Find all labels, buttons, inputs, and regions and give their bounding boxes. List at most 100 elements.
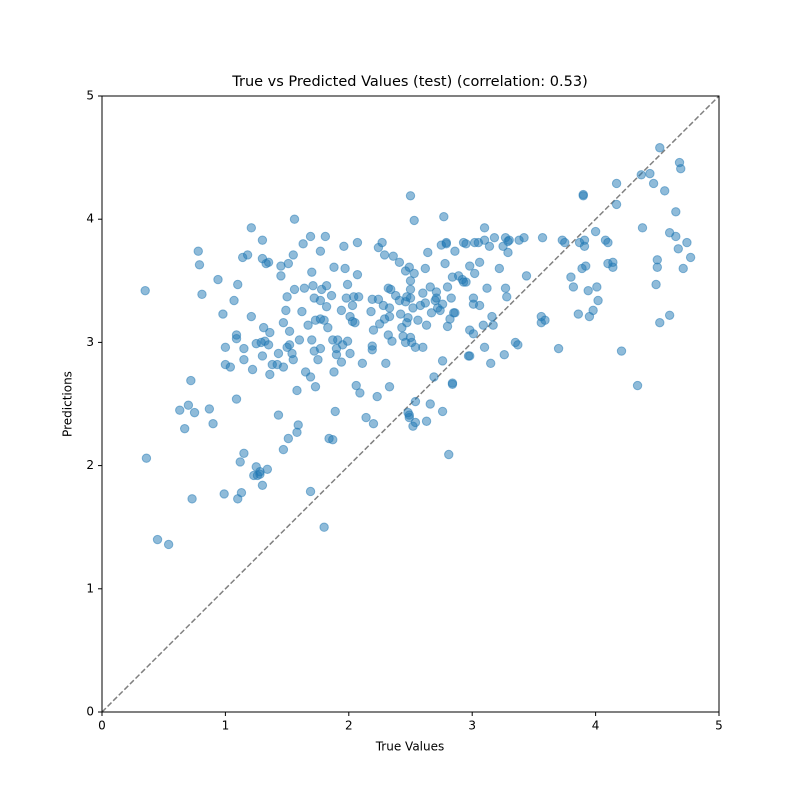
point xyxy=(566,272,576,282)
point xyxy=(379,250,390,260)
point xyxy=(140,285,150,296)
point xyxy=(179,423,190,434)
point xyxy=(293,420,303,430)
point xyxy=(465,351,475,361)
point xyxy=(425,399,435,409)
point xyxy=(426,308,437,318)
point xyxy=(288,354,298,365)
point xyxy=(282,292,292,302)
point xyxy=(429,372,439,382)
point xyxy=(231,334,242,344)
point xyxy=(292,385,302,396)
point xyxy=(315,343,326,354)
point xyxy=(347,300,358,311)
point xyxy=(298,239,308,249)
point xyxy=(336,305,347,316)
point xyxy=(289,214,300,224)
point xyxy=(469,268,480,279)
point xyxy=(425,282,435,292)
point xyxy=(308,281,318,291)
point xyxy=(502,292,512,302)
point xyxy=(676,163,686,174)
point xyxy=(307,335,317,345)
point xyxy=(220,342,231,353)
point xyxy=(405,284,416,295)
point xyxy=(233,279,243,290)
point xyxy=(437,356,448,366)
point xyxy=(372,391,382,402)
point xyxy=(305,231,316,242)
point xyxy=(331,350,342,360)
x-tick-label: 4 xyxy=(592,719,600,733)
point xyxy=(355,388,365,398)
point xyxy=(447,379,458,389)
point xyxy=(265,327,275,338)
point xyxy=(503,247,513,258)
point xyxy=(229,295,239,306)
point xyxy=(579,235,590,245)
point xyxy=(404,262,414,272)
y-tick-label: 1 xyxy=(86,581,94,595)
point xyxy=(329,262,339,272)
x-axis-label: True Values xyxy=(375,740,445,754)
point xyxy=(276,271,286,281)
point xyxy=(616,346,627,356)
point xyxy=(384,382,395,392)
point xyxy=(519,232,529,243)
point xyxy=(678,263,688,274)
point xyxy=(350,317,360,328)
point xyxy=(273,348,284,359)
point xyxy=(442,282,453,292)
point xyxy=(257,235,268,245)
point xyxy=(499,350,509,360)
point xyxy=(321,281,332,291)
point xyxy=(321,301,332,312)
x-tick-label: 5 xyxy=(715,719,723,733)
point xyxy=(319,315,329,325)
point xyxy=(444,449,454,460)
point xyxy=(310,382,321,392)
point xyxy=(578,191,588,201)
point xyxy=(611,178,622,189)
point xyxy=(479,342,490,353)
point xyxy=(682,237,692,248)
point xyxy=(163,539,174,550)
point xyxy=(540,315,550,325)
point xyxy=(357,358,368,369)
y-tick-label: 3 xyxy=(86,335,94,349)
point xyxy=(257,351,268,361)
point xyxy=(328,435,338,445)
point xyxy=(284,326,295,337)
point xyxy=(315,295,326,306)
point xyxy=(468,293,479,303)
point xyxy=(283,433,294,444)
point xyxy=(611,199,622,210)
point xyxy=(193,246,203,256)
point xyxy=(340,263,350,274)
point xyxy=(361,412,371,423)
point xyxy=(297,306,307,317)
point xyxy=(313,354,323,365)
point xyxy=(303,320,313,330)
point xyxy=(637,223,648,233)
point xyxy=(420,263,431,274)
point xyxy=(225,362,236,372)
point xyxy=(187,494,197,504)
point xyxy=(208,419,218,429)
point xyxy=(500,283,511,293)
point xyxy=(494,263,505,274)
point xyxy=(345,348,355,359)
point xyxy=(352,269,363,280)
point xyxy=(450,308,460,318)
point xyxy=(239,354,249,365)
point xyxy=(461,277,471,287)
point xyxy=(652,262,662,272)
point xyxy=(235,457,245,467)
point xyxy=(219,489,229,499)
point xyxy=(373,294,384,304)
point xyxy=(468,329,479,339)
y-tick-label: 0 xyxy=(86,705,94,719)
point xyxy=(441,239,451,249)
point xyxy=(367,345,377,355)
